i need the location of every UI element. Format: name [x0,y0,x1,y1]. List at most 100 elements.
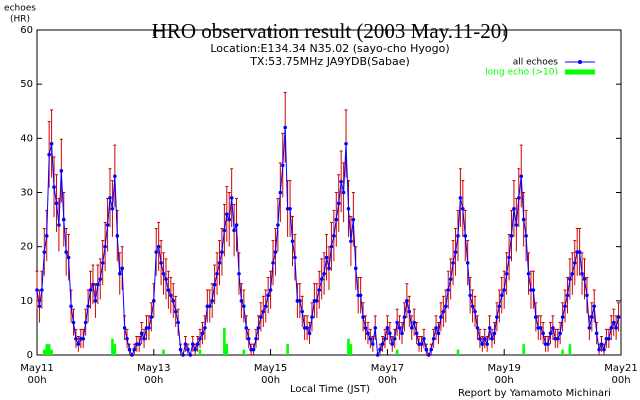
data-point [237,271,241,276]
data-point [207,304,212,309]
data-point [200,331,205,336]
data-point [611,320,616,325]
long-echo-bar [111,338,114,355]
data-point [125,336,129,341]
data-point [495,315,499,319]
x-tick-label-line: 00h [261,375,280,386]
data-point [570,271,575,276]
data-point [565,293,570,298]
x-tick-label-line: 00h [378,375,397,386]
data-point [407,309,412,314]
data-point [154,250,159,254]
data-point [531,288,536,292]
long-echo-bar [568,344,572,355]
data-point [392,336,397,341]
data-point [190,342,195,346]
data-point [594,331,599,336]
data-point [485,342,489,346]
data-point [117,271,122,276]
data-point [400,331,404,336]
data-point [183,342,188,346]
data-point [103,244,107,249]
subtitle: Location:E134.34 N35.02 (sayo-cho Hyogo) [210,42,449,55]
long-echo-bar [456,349,460,355]
data-point [534,315,538,319]
data-point [305,326,309,330]
data-point [441,309,446,314]
data-point [222,228,227,233]
x-tick-label: May13 00h [137,363,170,386]
legend-swatch [578,60,582,64]
x-tick-label: May17 00h [371,363,404,386]
data-point [110,206,115,211]
data-point [276,223,280,227]
x-tick-label-line: 00h [495,375,514,386]
data-point [388,331,392,336]
data-point [385,326,390,330]
y-tick-label: 10 [20,296,33,307]
x-tick-label-line: May21 [604,363,637,374]
long-echo-bar [225,344,229,355]
data-point [414,331,419,336]
x-tick-label-line: May13 [137,363,170,374]
data-point [541,331,545,336]
x-tick-label-line: May15 [254,363,287,374]
data-point [96,282,100,287]
data-point [397,326,402,330]
long-echo-bar [43,349,46,355]
data-point [616,315,621,319]
data-point [49,141,54,146]
data-point [439,315,443,319]
data-point [217,261,222,265]
data-point [40,288,44,292]
data-point [178,347,183,352]
data-point [436,331,441,336]
data-point [349,239,353,244]
data-point [152,299,156,303]
data-point [587,326,592,330]
data-point [546,342,550,346]
data-point [582,277,587,281]
data-point [422,336,426,341]
data-point [122,326,127,330]
y-axis-label: echoes [4,4,36,14]
y-tick-label: 0 [27,350,33,361]
data-point [298,299,302,303]
data-point [405,299,409,303]
data-point [210,299,214,303]
data-point [448,277,453,281]
data-point [239,299,244,303]
data-point [203,326,207,330]
data-point [402,315,407,319]
data-point [76,342,81,346]
data-point [181,353,185,357]
data-point [538,326,543,330]
data-point [551,326,555,330]
data-point [461,206,465,211]
data-point [132,347,137,352]
data-point [599,342,604,346]
data-point [572,261,577,265]
x-tick-label-line: May11 [20,363,53,374]
long-echo-bar [198,349,202,355]
long-echo-bar [349,344,353,355]
data-point [602,347,606,352]
data-point [229,196,234,200]
data-point [456,234,460,238]
data-point [470,304,475,309]
data-point [47,152,51,157]
long-echo-bar [347,338,350,355]
data-point [54,201,59,206]
data-point [105,223,110,227]
data-point [37,304,42,309]
data-point [492,331,497,336]
data-point [555,336,560,341]
data-point [288,206,292,211]
data-point [293,255,297,260]
data-point [334,217,339,222]
data-point [161,271,166,276]
data-point [317,288,322,292]
data-point [560,315,565,319]
data-point [57,223,61,227]
